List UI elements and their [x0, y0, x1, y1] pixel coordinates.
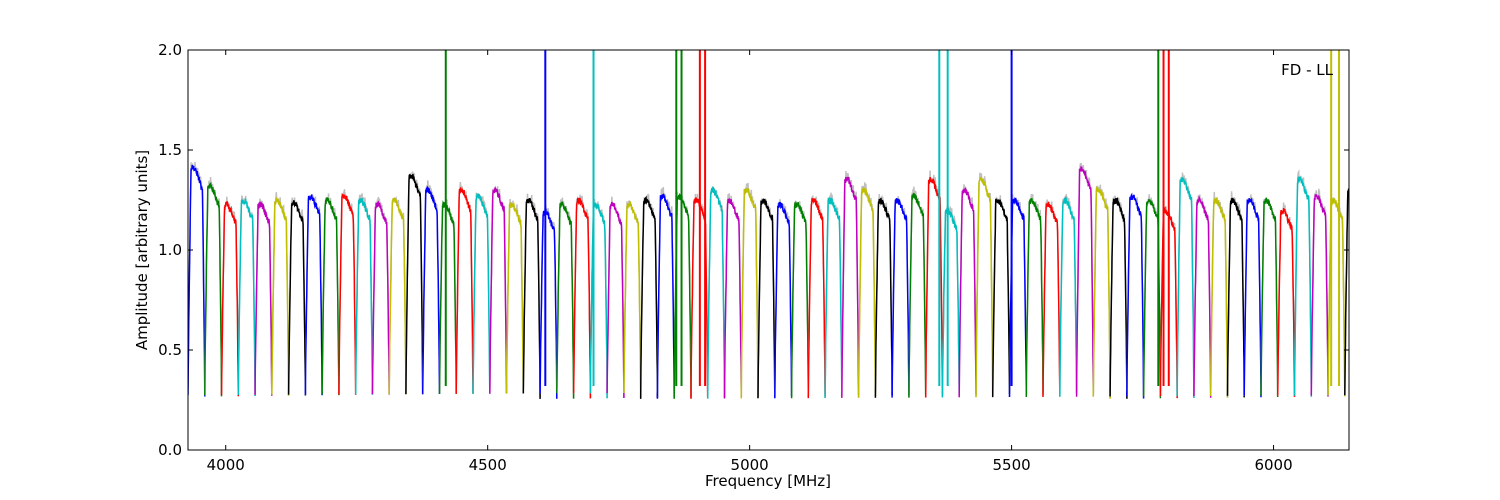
channel-line — [405, 174, 424, 395]
channel-line — [874, 197, 893, 398]
channel-line — [572, 197, 592, 399]
channel-line — [1344, 187, 1349, 396]
channel-line — [539, 207, 558, 399]
channel-line — [505, 202, 525, 394]
channel-line — [706, 186, 726, 399]
channel-line — [489, 185, 508, 394]
y-ticks: 0.0 0.5 1.0 1.5 2.0 — [158, 41, 1349, 459]
channel-line — [807, 197, 826, 399]
channel-line — [1276, 208, 1296, 397]
channel-line — [371, 200, 390, 395]
x-ticks: 4000 4500 5000 5500 6000 — [207, 50, 1293, 474]
channel-line — [1092, 185, 1111, 399]
channel-line — [438, 200, 457, 395]
channel-line — [639, 195, 659, 399]
channel-line — [1109, 196, 1128, 399]
channel-line — [1209, 197, 1229, 398]
x-tick-label: 5500 — [993, 456, 1031, 474]
y-tick-label: 1.0 — [158, 241, 182, 259]
channel-line — [472, 193, 491, 394]
channel-line — [740, 187, 759, 399]
channel-line — [1126, 192, 1145, 399]
channel-line — [824, 196, 843, 399]
y-tick-label: 1.5 — [158, 141, 182, 159]
channel-line — [757, 198, 776, 399]
x-tick-label: 4500 — [469, 456, 507, 474]
annotation-label: FD - LL — [1281, 61, 1333, 79]
channel-line — [271, 197, 290, 396]
channel-line — [1176, 176, 1195, 398]
channel-line — [790, 200, 810, 399]
x-tick-label: 4000 — [207, 456, 245, 474]
channel-line — [220, 201, 240, 397]
channel-line — [723, 198, 743, 399]
channel-line — [237, 197, 256, 397]
channel-line — [304, 194, 323, 396]
channel-line — [188, 164, 206, 397]
channel-line — [774, 201, 793, 399]
channel-line — [1293, 175, 1313, 397]
channel-line — [941, 207, 960, 398]
channel-line — [1025, 198, 1044, 398]
channel-line — [1042, 201, 1061, 397]
channel-line — [455, 187, 474, 394]
x-axis-label: Frequency [MHz] — [705, 472, 831, 490]
channel-line — [1226, 197, 1245, 398]
channel-line — [908, 192, 927, 398]
channel-line — [204, 182, 223, 397]
channel-line — [321, 196, 340, 396]
channel-line — [958, 187, 977, 398]
y-tick-label: 0.5 — [158, 341, 182, 359]
channel-line — [1059, 195, 1078, 397]
channel-line — [556, 201, 575, 399]
channel-line — [421, 185, 441, 395]
channel-line — [354, 198, 374, 395]
channel-line — [857, 187, 877, 398]
y-tick-label: 0.0 — [158, 441, 182, 459]
channel-line — [656, 193, 675, 399]
channel-line — [1075, 165, 1095, 397]
x-tick-label: 5000 — [731, 456, 769, 474]
channel-line — [975, 176, 994, 398]
channel-line — [338, 193, 357, 395]
channel-line — [287, 199, 307, 396]
channel-line — [891, 198, 910, 398]
y-axis-label: Amplitude [arbitrary units] — [133, 150, 151, 350]
channel-line — [522, 197, 541, 399]
x-tick-label: 6000 — [1254, 456, 1292, 474]
channel-line — [606, 201, 625, 399]
channel-line — [1243, 197, 1262, 398]
series-layer — [188, 50, 1349, 399]
channel-line — [1310, 193, 1329, 397]
channel-line — [991, 198, 1011, 398]
channel-line — [841, 176, 860, 398]
y-tick-label: 2.0 — [158, 41, 182, 59]
channel-line — [1193, 195, 1212, 398]
channel-line — [1260, 197, 1279, 398]
channel-line — [388, 197, 407, 395]
channel-line — [623, 200, 642, 398]
channel-line — [254, 201, 273, 396]
